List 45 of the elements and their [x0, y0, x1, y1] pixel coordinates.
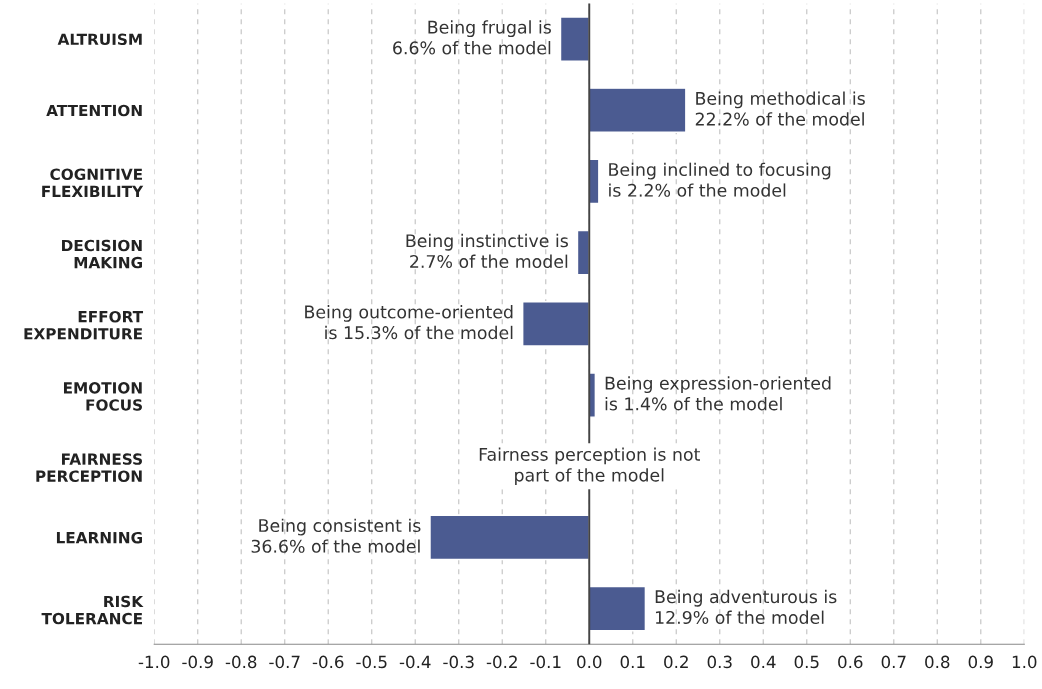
annotation: Being consistent is 36.6% of the model	[251, 518, 421, 553]
x-tick-label: -0.7	[269, 655, 300, 669]
x-tick-label: 0.0	[577, 655, 602, 669]
x-tick-label: -0.3	[443, 655, 474, 669]
bar	[588, 87, 687, 134]
x-tick-label: -0.9	[182, 655, 213, 669]
annotation: Being frugal is 6.6% of the model	[393, 20, 551, 55]
bar	[559, 16, 590, 62]
x-tick-label: 0.7	[881, 655, 906, 669]
y-tick-label: ALTRUISM	[57, 33, 142, 46]
y-tick-label: ATTENTION	[46, 104, 142, 117]
annotation: Being adventurous is 12.9% of the model	[655, 589, 837, 625]
annotation: Being expression-oriented is 1.4% of the model	[605, 376, 831, 411]
x-tick-label: 0.3	[707, 655, 732, 669]
bar	[521, 301, 590, 347]
x-tick-label: 0.1	[620, 655, 645, 669]
x-tick-label: 0.5	[794, 655, 819, 669]
x-tick-label: -0.2	[486, 655, 517, 669]
bar	[588, 585, 647, 632]
x-tick-label: -0.8	[225, 655, 257, 669]
annotation: Being instinctive is 2.7% of the model	[406, 233, 568, 269]
annotation: Being methodical is 22.2% of the model	[695, 91, 865, 126]
y-tick-label: DECISION MAKING	[62, 239, 142, 269]
annotation: Being outcome-oriented is 15.3% of the model	[305, 305, 513, 340]
y-tick-label: RISK TOLERANCE	[41, 595, 144, 625]
x-tick-label: -0.6	[312, 655, 344, 669]
bar	[588, 158, 600, 205]
x-tick-label: 0.6	[838, 655, 863, 669]
annotation: Fairness perception is not part of the model	[479, 447, 700, 485]
x-tick-label: -1.0	[138, 655, 170, 669]
x-tick-label: -0.4	[399, 655, 431, 669]
y-tick-label: EFFORT EXPENDITURE	[24, 310, 144, 340]
bar	[429, 514, 590, 561]
x-tick-label: 0.4	[751, 655, 776, 669]
y-tick-label: COGNITIVE FLEXIBILITY	[42, 168, 144, 197]
y-tick-label: EMOTION FOCUS	[64, 382, 142, 411]
annotation: Being inclined to focusing is 2.2% of the model	[609, 162, 831, 197]
x-tick-label: -0.5	[356, 655, 387, 669]
x-tick-label: 0.2	[664, 655, 688, 669]
x-tick-label: 0.9	[968, 655, 993, 669]
y-tick-label: LEARNING	[56, 531, 142, 544]
x-tick-label: 0.8	[925, 655, 950, 669]
x-tick-label: 1.0	[1012, 655, 1037, 669]
x-tick-label: -0.1	[530, 655, 561, 669]
y-tick-label: FAIRNESS PERCEPTION	[36, 453, 142, 482]
